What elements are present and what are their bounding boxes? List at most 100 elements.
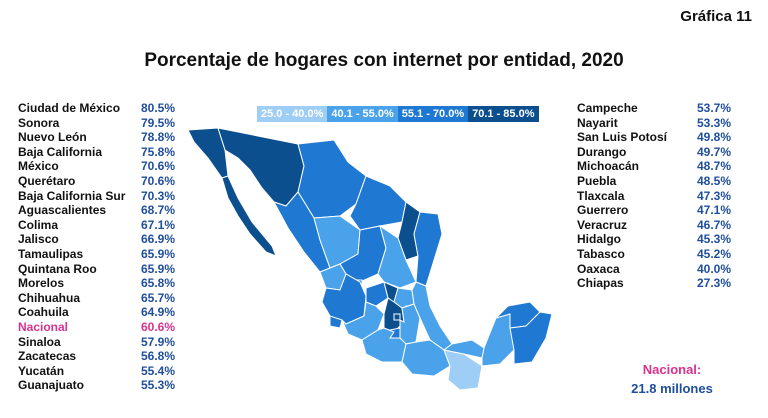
state-percentage: 65.7% (140, 290, 175, 305)
state-chihuahua (297, 139, 367, 219)
state-percentage: 60.6% (140, 319, 175, 334)
state-name: Zacatecas (18, 349, 77, 364)
state-name: Aguascalientes (18, 203, 107, 218)
state-name: Campeche (577, 101, 638, 115)
state-row: Tabasco 45.2% (577, 247, 737, 262)
state-row: San Luis Potosí 49.8% (577, 130, 737, 145)
state-row: Nuevo León 78.8% (18, 130, 178, 145)
state-name: Nayarit (577, 115, 618, 130)
state-percentage: 79.5% (140, 115, 175, 130)
state-percentage: 55.4% (140, 363, 175, 378)
state-row: Ciudad de México 80.5% (18, 101, 178, 116)
state-name: Colima (18, 217, 59, 232)
state-row: Sonora 79.5% (18, 116, 178, 131)
state-percentage: 53.7% (696, 101, 731, 115)
state-percentage: 66.9% (140, 232, 175, 247)
state-row: Colima 67.1% (18, 218, 178, 233)
state-row: Chiapas 27.3% (577, 276, 737, 291)
state-row: México 70.6% (18, 159, 178, 174)
state-row: Coahuila 64.9% (18, 305, 178, 320)
state-percentage: 45.2% (696, 246, 731, 261)
state-name: Quintana Roo (18, 261, 97, 276)
state-name: Jalisco (18, 232, 59, 247)
state-quintana-roo (509, 311, 553, 365)
state-row: Michoacán 48.7% (577, 159, 737, 174)
state-percentage: 67.1% (140, 217, 175, 232)
state-name: Baja California Sur (18, 188, 126, 203)
state-guerrero (361, 327, 407, 363)
state-name: Nuevo León (18, 130, 87, 145)
state-row: Jalisco 66.9% (18, 232, 178, 247)
state-row: Sinaloa 57.9% (18, 335, 178, 350)
state-name: Coahuila (18, 305, 69, 320)
state-row: Tamaulipas 65.9% (18, 247, 178, 262)
state-row: Nayarit 53.3% (577, 116, 737, 131)
state-ciudad-de-mexico (393, 313, 401, 321)
state-campeche (481, 313, 515, 367)
mexico-map (187, 127, 553, 391)
state-percentage: 48.5% (696, 173, 731, 188)
state-colima (329, 315, 343, 329)
state-name: Guerrero (577, 203, 629, 218)
state-row: Durango 49.7% (577, 145, 737, 160)
state-baja-california-sur (221, 175, 277, 257)
left-state-list: Ciudad de México 80.5% Sonora 79.5% Nuevo Le… (18, 101, 178, 393)
state-percentage: 57.9% (140, 334, 175, 349)
state-name: Ciudad de México (18, 101, 121, 115)
state-percentage: 65.9% (140, 261, 175, 276)
national-summary-label: Nacional: (642, 362, 702, 377)
state-guanajuato (365, 281, 389, 307)
state-row: Puebla 48.5% (577, 174, 737, 189)
state-row: Querétaro 70.6% (18, 174, 178, 189)
state-row: Quintana Roo 65.9% (18, 262, 178, 277)
state-name: Sonora (18, 115, 60, 130)
state-name: Oaxaca (577, 261, 620, 276)
state-row: Baja California Sur 70.3% (18, 189, 178, 204)
state-percentage: 70.3% (140, 188, 175, 203)
state-percentage: 68.7% (140, 203, 175, 218)
state-name: Tabasco (577, 246, 625, 261)
state-percentage: 48.7% (696, 159, 731, 174)
state-percentage: 47.3% (696, 188, 731, 203)
state-row: Oaxaca 40.0% (577, 262, 737, 277)
state-percentage: 53.3% (696, 115, 731, 130)
state-name: Chihuahua (18, 290, 80, 305)
state-row: Zacatecas 56.8% (18, 349, 178, 364)
legend-item: 25.0 - 40.0% (257, 106, 328, 122)
state-row: Guerrero 47.1% (577, 203, 737, 218)
state-row: Baja California 75.8% (18, 145, 178, 160)
state-row: Veracruz 46.7% (577, 218, 737, 233)
state-percentage: 70.6% (140, 159, 175, 174)
state-name: Nacional (18, 319, 69, 334)
state-percentage: 47.1% (696, 203, 731, 218)
state-name: Tamaulipas (18, 246, 84, 261)
state-name: Puebla (577, 173, 617, 188)
state-row: Hidalgo 45.3% (577, 232, 737, 247)
state-percentage: 56.8% (140, 349, 175, 364)
legend-item: 40.1 - 55.0% (327, 106, 398, 122)
state-row: Tlaxcala 47.3% (577, 189, 737, 204)
state-name: Tlaxcala (577, 188, 625, 203)
state-name: México (18, 159, 59, 174)
state-percentage: 46.7% (696, 217, 731, 232)
state-row: Chihuahua 65.7% (18, 291, 178, 306)
state-percentage: 55.3% (140, 378, 175, 393)
state-name: Veracruz (577, 217, 628, 232)
state-percentage: 65.8% (140, 276, 175, 291)
state-name: Baja California (18, 144, 103, 159)
state-percentage: 49.7% (696, 144, 731, 159)
state-name: Sinaloa (18, 334, 61, 349)
state-percentage: 45.3% (696, 232, 731, 247)
state-name: Durango (577, 144, 627, 159)
state-percentage: 70.6% (140, 173, 175, 188)
state-percentage: 40.0% (696, 261, 731, 276)
page-label: Gráfica 11 (680, 8, 752, 25)
right-state-list: Campeche 53.7% Nayarit 53.3% San Luis Potosí… (577, 101, 737, 291)
state-name: Michoacán (577, 159, 640, 174)
map-legend: 25.0 - 40.0% 40.1 - 55.0% 55.1 - 70.0% 70.1… (257, 106, 539, 122)
national-summary: Nacional: 21.8 millones (622, 362, 722, 396)
state-percentage: 64.9% (140, 305, 175, 320)
state-percentage: 65.9% (140, 246, 175, 261)
state-row: Nacional 60.6% (18, 320, 178, 335)
state-name: San Luis Potosí (577, 130, 668, 145)
